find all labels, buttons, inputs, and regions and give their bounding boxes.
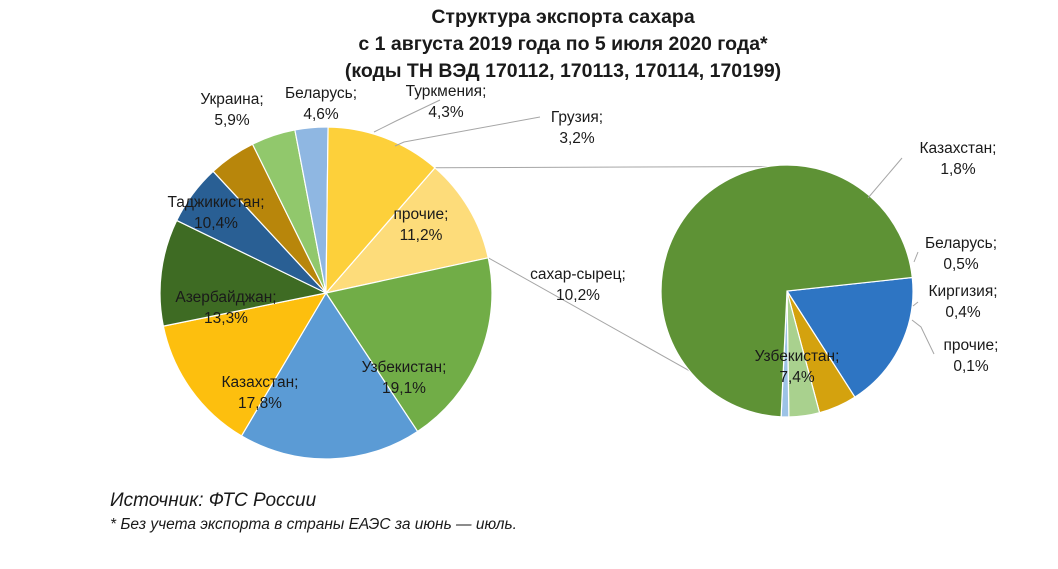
main-leader-line-8 (394, 116, 541, 147)
main-label-turkmeniya: Туркмения; 4,3% (406, 83, 487, 121)
main-pie (159, 126, 493, 460)
main-label-azerbaydzhan: Азербайджан; 13,3% (175, 289, 276, 327)
main-label-kazahstan: Казахстан; 17,8% (222, 374, 299, 412)
detail-label-kazahstan: Казахстан; 1,8% (920, 140, 997, 178)
chart-title-line-1: Структура экспорта сахара (431, 6, 695, 28)
main-label-sahar-syrets: сахар-сырец; 10,2% (530, 266, 626, 304)
detail-leader-line-3 (911, 319, 935, 355)
leader-lines (373, 99, 935, 355)
detail-label-belarus: Беларусь; 0,5% (925, 235, 997, 273)
main-slice-uzbekistan (325, 257, 493, 433)
chart-title: Структура экспорта сахара с 1 августа 20… (0, 4, 1058, 85)
detail-pie (660, 164, 914, 418)
detail-label-kirgiziya: Киргизия; 0,4% (928, 283, 997, 321)
detail-leader-line-1 (913, 251, 919, 263)
main-slice-sahar-syrets (324, 166, 489, 294)
chart-title-line-2: с 1 августа 2019 года по 5 июля 2020 год… (358, 33, 768, 55)
main-label-tadzhikistan: Таджикистан; 10,4% (167, 194, 264, 232)
main-label-belarus: Беларусь; 4,6% (285, 85, 357, 123)
main-slice-kazahstan (240, 291, 419, 460)
main-label-prochie: прочие; 11,2% (394, 206, 449, 244)
detail-slice-kazahstan (785, 276, 914, 398)
source-note: Источник: ФТС России (110, 490, 317, 511)
detail-label-uzbekistan: Узбекистан; 7,4% (755, 348, 840, 386)
detail-slice-uzbekistan (660, 164, 913, 418)
main-label-uzbekistan: Узбекистан; 19,1% (362, 359, 447, 397)
chart-title-line-3: (коды ТН ВЭД 170112, 170113, 170114, 170… (344, 60, 782, 82)
main-slice-prochie (325, 126, 436, 295)
main-slice-tadzhikistan (159, 219, 328, 327)
main-label-gruziya: Грузия; 3,2% (551, 109, 603, 147)
main-leader-line-7 (373, 99, 441, 133)
detail-label-prochie: прочие; 0,1% (944, 337, 999, 375)
main-label-ukraina: Украина; 5,9% (200, 91, 263, 129)
detail-leader-line-0 (867, 157, 903, 199)
footnote: * Без учета экспорта в страны ЕАЭС за ию… (110, 516, 517, 533)
detail-leader-line-2 (912, 301, 919, 307)
connector-line-top (434, 166, 768, 169)
main-slice-azerbaydzhan (162, 292, 328, 437)
slice-labels: сахар-сырец; 10,2% Узбекистан; 19,1% Казахст… (167, 83, 998, 412)
